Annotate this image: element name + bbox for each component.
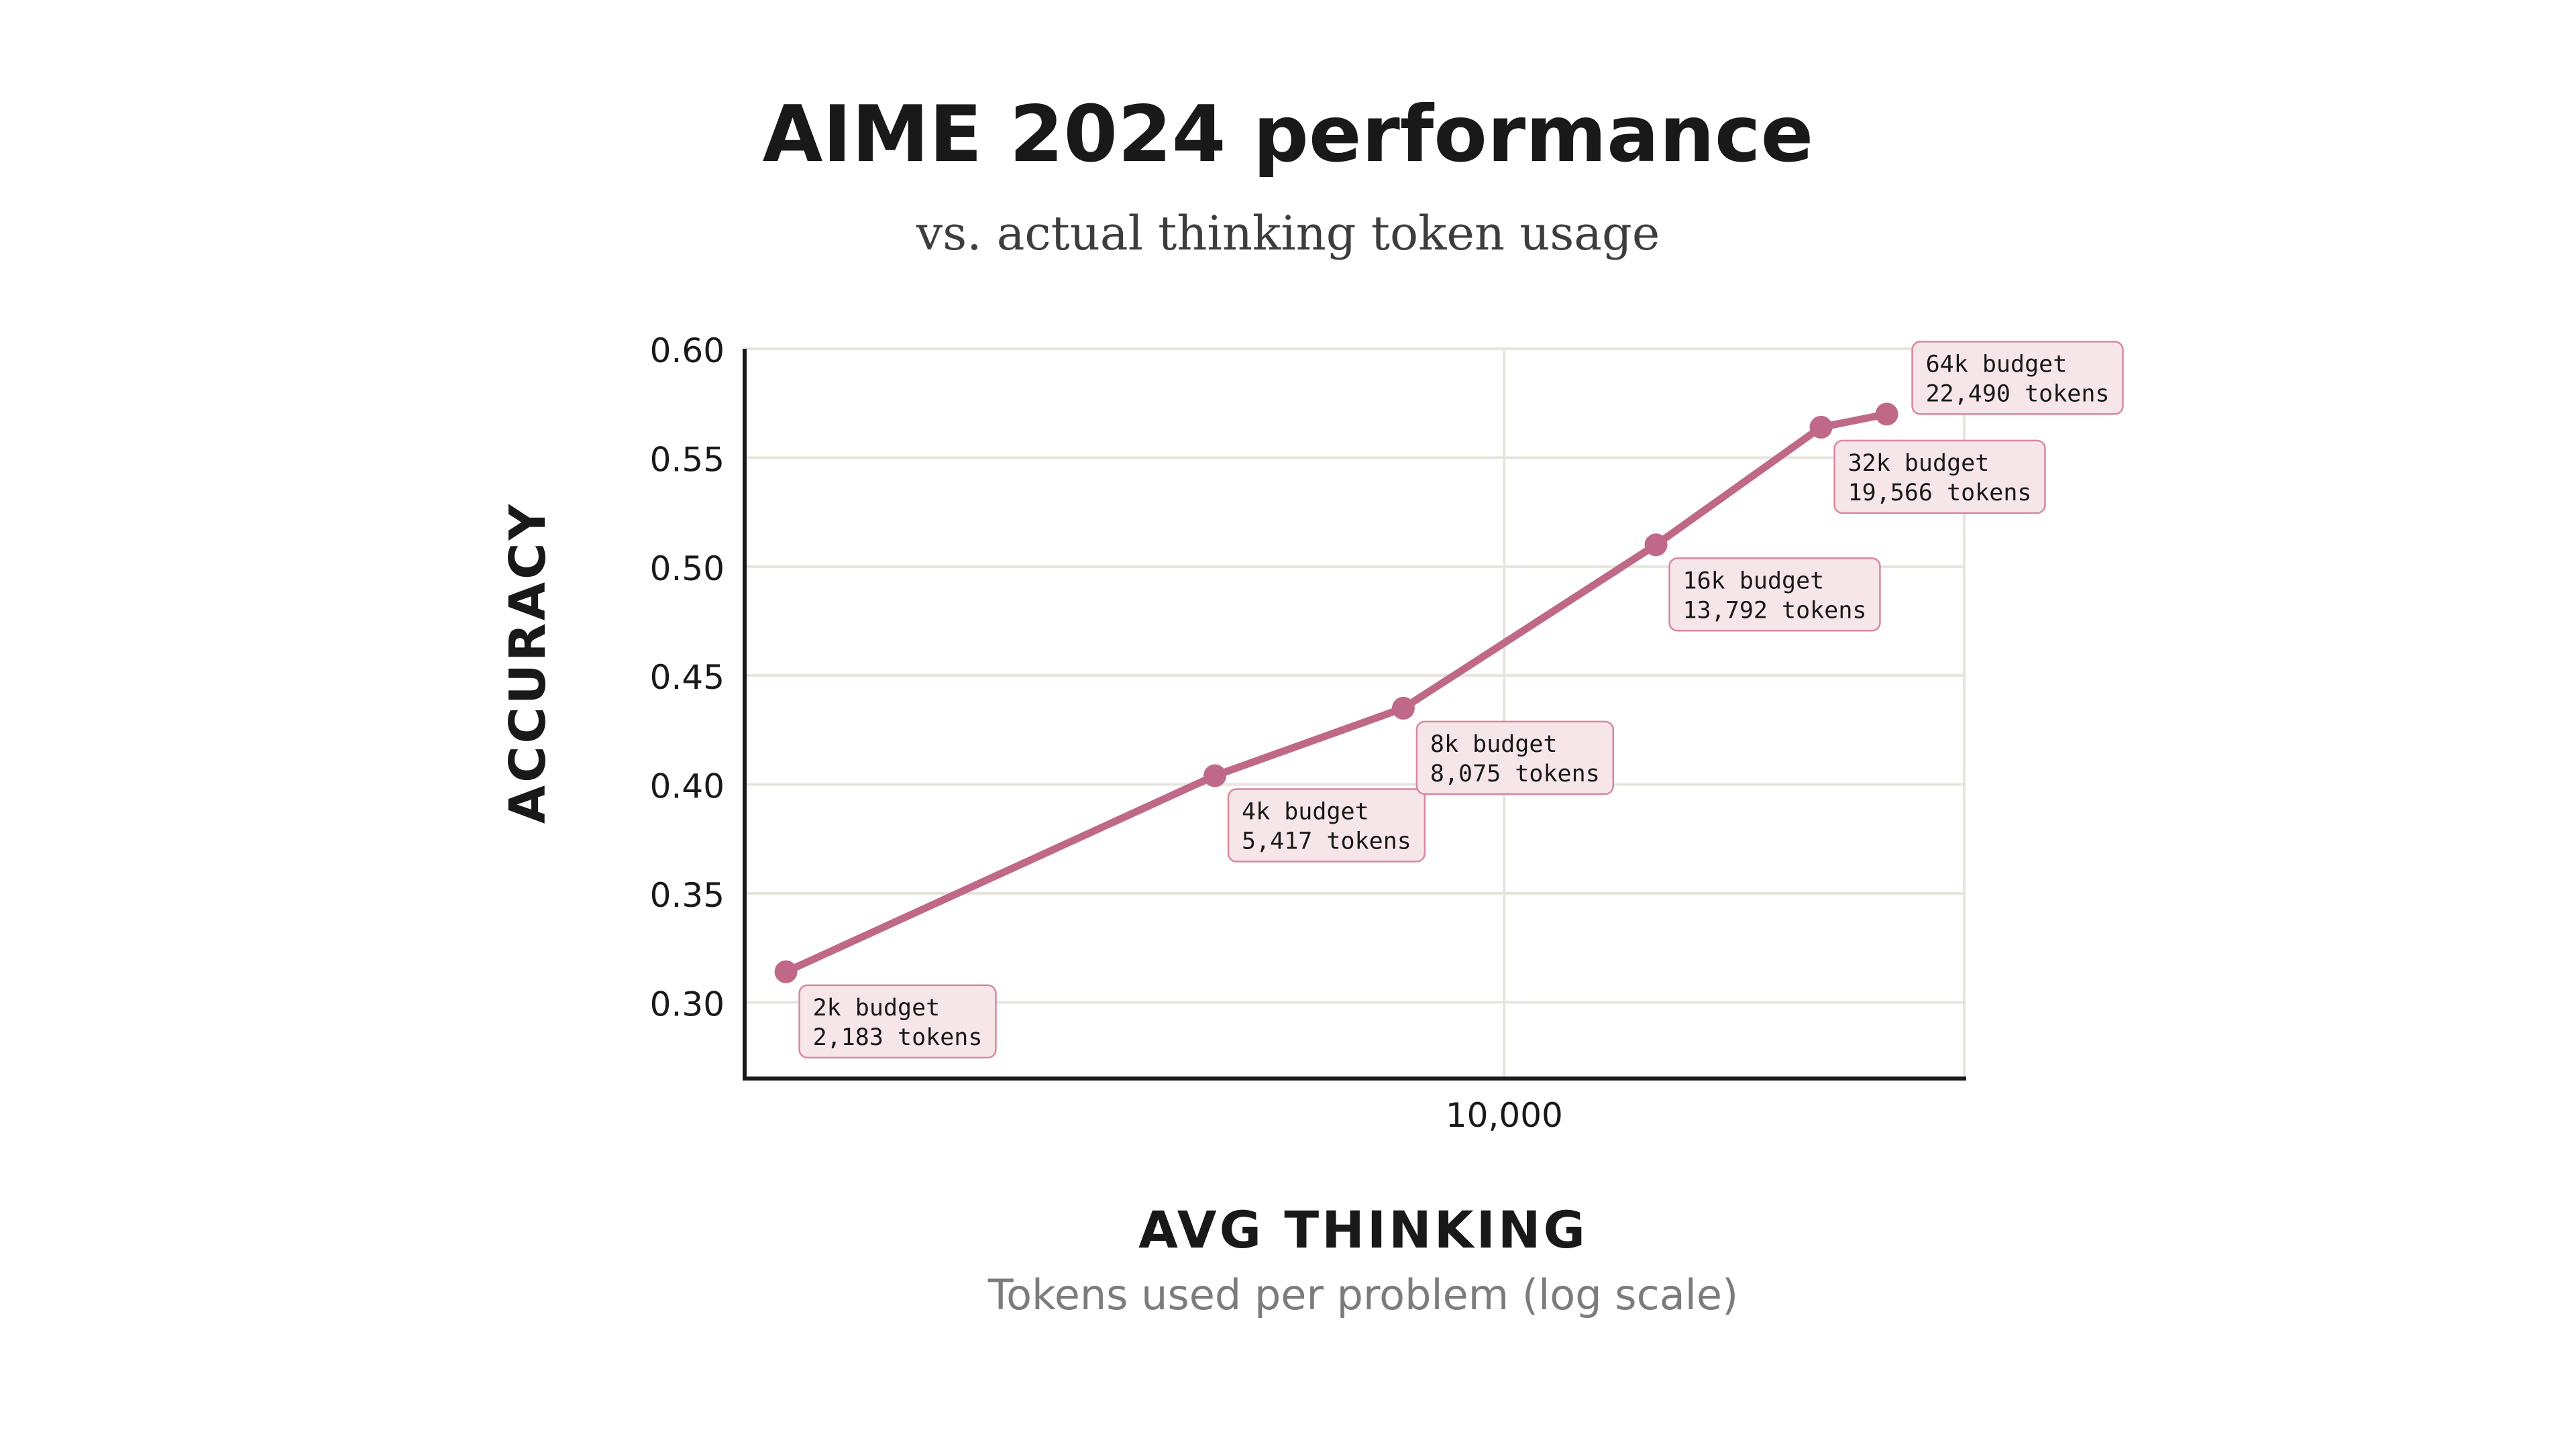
y-tick-label: 0.60	[650, 331, 724, 370]
point-label-tokens: 13,792 tokens	[1683, 597, 1867, 624]
y-tick-label: 0.40	[650, 767, 724, 806]
point-label-tokens: 5,417 tokens	[1242, 828, 1411, 855]
data-point	[1875, 402, 1898, 426]
data-point	[1203, 764, 1227, 787]
point-label-tokens: 19,566 tokens	[1848, 480, 2032, 506]
point-label-budget: 2k budget	[813, 995, 941, 1022]
x-axis-subtitle: Tokens used per problem (log scale)	[987, 1270, 1739, 1319]
series	[774, 402, 1898, 983]
point-label-budget: 16k budget	[1683, 567, 1825, 594]
y-tick-label: 0.50	[650, 549, 724, 588]
point-label-box	[798, 984, 997, 1059]
axes	[743, 349, 1966, 1081]
point-label-budget: 4k budget	[1242, 799, 1369, 826]
point-label: 8k budget 8,075 tokens	[1415, 720, 1614, 795]
point-label-box	[1415, 720, 1614, 795]
y-tick-label: 0.35	[650, 876, 724, 915]
data-point	[774, 960, 798, 983]
y-tick-label: 0.45	[650, 658, 724, 697]
data-point	[1644, 533, 1668, 557]
data-point	[1391, 696, 1415, 720]
chart-title: AIME 2024 performance	[763, 89, 1814, 180]
point-label-box	[1227, 788, 1426, 863]
x-axis-title: AVG THINKING	[1138, 1200, 1588, 1260]
point-label-tokens: 8,075 tokens	[1430, 761, 1600, 787]
tick-labels: 0.30 0.35 0.40 0.45 0.50 0.55 0.60 10,000	[650, 331, 1563, 1135]
series-line	[782, 410, 1891, 976]
point-label-tokens: 2,183 tokens	[813, 1024, 983, 1051]
y-tick-label: 0.55	[650, 440, 724, 479]
point-label-tokens: 22,490 tokens	[1926, 380, 2110, 407]
point-label-box	[1911, 341, 2124, 415]
point-label: 32k budget 19,566 tokens	[1833, 439, 2046, 514]
y-axis-title: ACCURACY	[499, 502, 557, 824]
data-point	[1809, 415, 1833, 439]
point-label-budget: 8k budget	[1430, 731, 1558, 758]
grid	[745, 347, 1966, 1079]
point-label-box	[1833, 439, 2046, 514]
point-label-budget: 64k budget	[1926, 351, 2068, 378]
point-label-box	[1668, 557, 1881, 632]
x-tick-label: 10,000	[1446, 1096, 1563, 1135]
point-label: 16k budget 13,792 tokens	[1668, 557, 1881, 632]
point-label-budget: 32k budget	[1848, 450, 1990, 477]
chart-subtitle: vs. actual thinking token usage	[916, 206, 1660, 261]
y-tick-label: 0.30	[650, 985, 724, 1024]
